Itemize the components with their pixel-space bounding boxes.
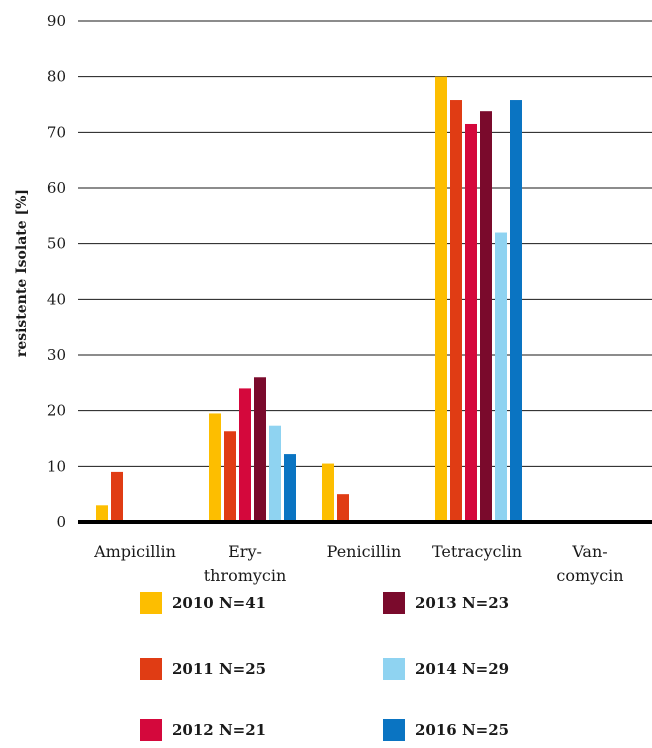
category-label: Ery-thromycin — [204, 542, 287, 585]
bar-2010-1 — [209, 413, 221, 522]
bar-2016-3 — [510, 100, 522, 523]
bar-2010-0 — [96, 505, 108, 522]
category-label: Penicillin — [327, 542, 402, 561]
category-label: Ampicillin — [93, 542, 176, 561]
bars — [96, 76, 522, 523]
category-label: Tetracyclin — [432, 542, 522, 561]
bar-2012-1 — [239, 388, 251, 522]
grid-lines — [78, 20, 652, 467]
bar-2016-1 — [284, 454, 296, 522]
y-axis-label: resistente Isolate [%] — [14, 189, 30, 357]
y-tick-label: 90 — [47, 12, 66, 30]
y-tick-label: 30 — [47, 346, 66, 364]
bar-2012-3 — [465, 123, 477, 522]
bar-2011-0 — [111, 471, 123, 522]
bar-2014-3 — [495, 232, 507, 523]
bar-2013-1 — [254, 377, 266, 522]
bar-2010-2 — [322, 463, 334, 522]
bar-2011-1 — [224, 431, 236, 522]
bar-2011-2 — [337, 494, 349, 522]
y-tick-label: 10 — [47, 457, 66, 475]
y-tick-labels: 0 10 20 30 40 50 60 70 80 90 — [47, 12, 66, 531]
y-tick-label: 20 — [47, 402, 66, 420]
y-tick-label: 40 — [47, 290, 66, 308]
y-tick-label: 0 — [56, 513, 66, 531]
category-labels: Ampicillin Ery-thromycin Penicillin Tetracy… — [93, 542, 624, 585]
y-tick-label: 80 — [47, 68, 66, 86]
y-tick-label: 70 — [47, 123, 66, 141]
y-tick-label: 60 — [47, 179, 66, 197]
bar-2014-1 — [269, 425, 281, 522]
bar-2013-3 — [480, 111, 492, 523]
y-tick-label: 50 — [47, 235, 66, 253]
bar-2010-3 — [435, 76, 447, 523]
category-label: Van-comycin — [556, 542, 623, 585]
bar-2011-3 — [450, 100, 462, 523]
